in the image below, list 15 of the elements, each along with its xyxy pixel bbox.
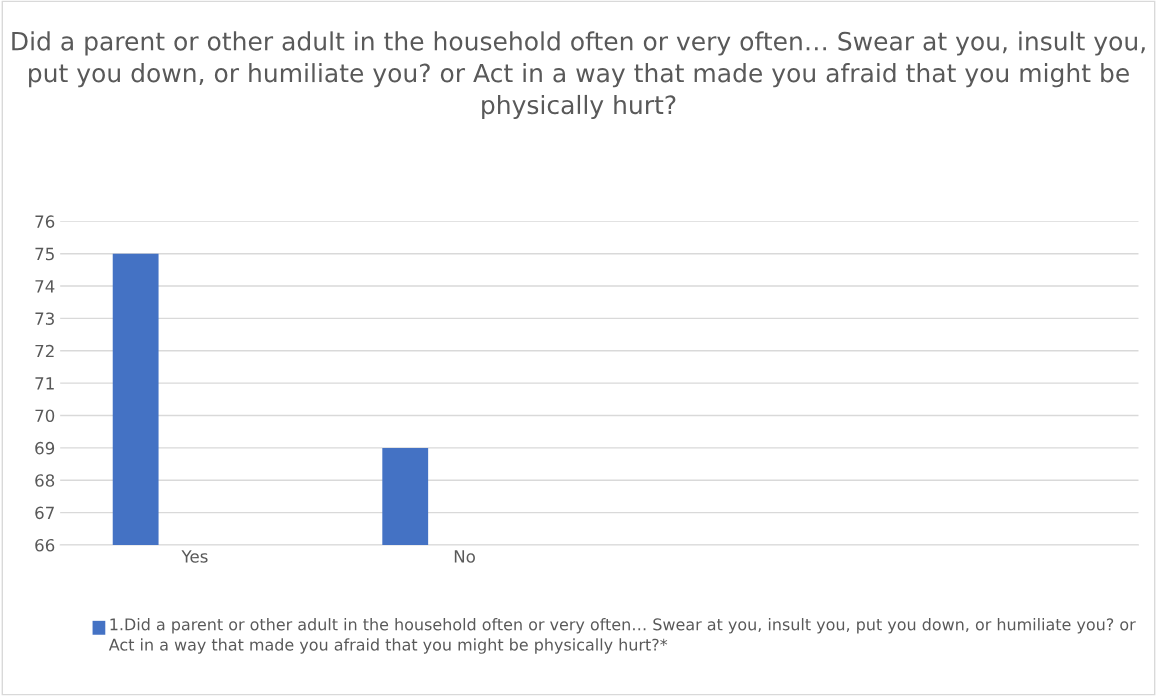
y-tick-label: 71 — [35, 377, 54, 390]
y-tick-label: 73 — [35, 312, 54, 325]
y-tick-label: 70 — [35, 409, 55, 423]
y-tick-label: 69 — [35, 441, 55, 455]
y-tick-label: 75 — [35, 247, 54, 261]
y-tick-label: 68 — [35, 474, 55, 487]
x-tick-label: No — [454, 550, 475, 563]
y-tick-label: 67 — [35, 506, 54, 520]
chart-title: Did a parent or other adult in the household often or very often… Swear at you, insult you, put you down, or humiliate you? or Act in a way that made you afraid that you might be physically hurt? — [12, 31, 1145, 120]
legend-label: 1.Did a parent or other adult in the household often or very often… Swear at you, insult you, put you down, or humiliate you? or Act in a way that made you afraid that you might be physically hurt?* — [108, 618, 1136, 654]
x-tick-label: Yes — [181, 550, 208, 563]
y-tick-label: 74 — [35, 280, 55, 293]
y-tick-label: 66 — [35, 538, 55, 552]
y-tick-label: 76 — [35, 215, 55, 228]
y-tick-label: 72 — [35, 344, 54, 358]
